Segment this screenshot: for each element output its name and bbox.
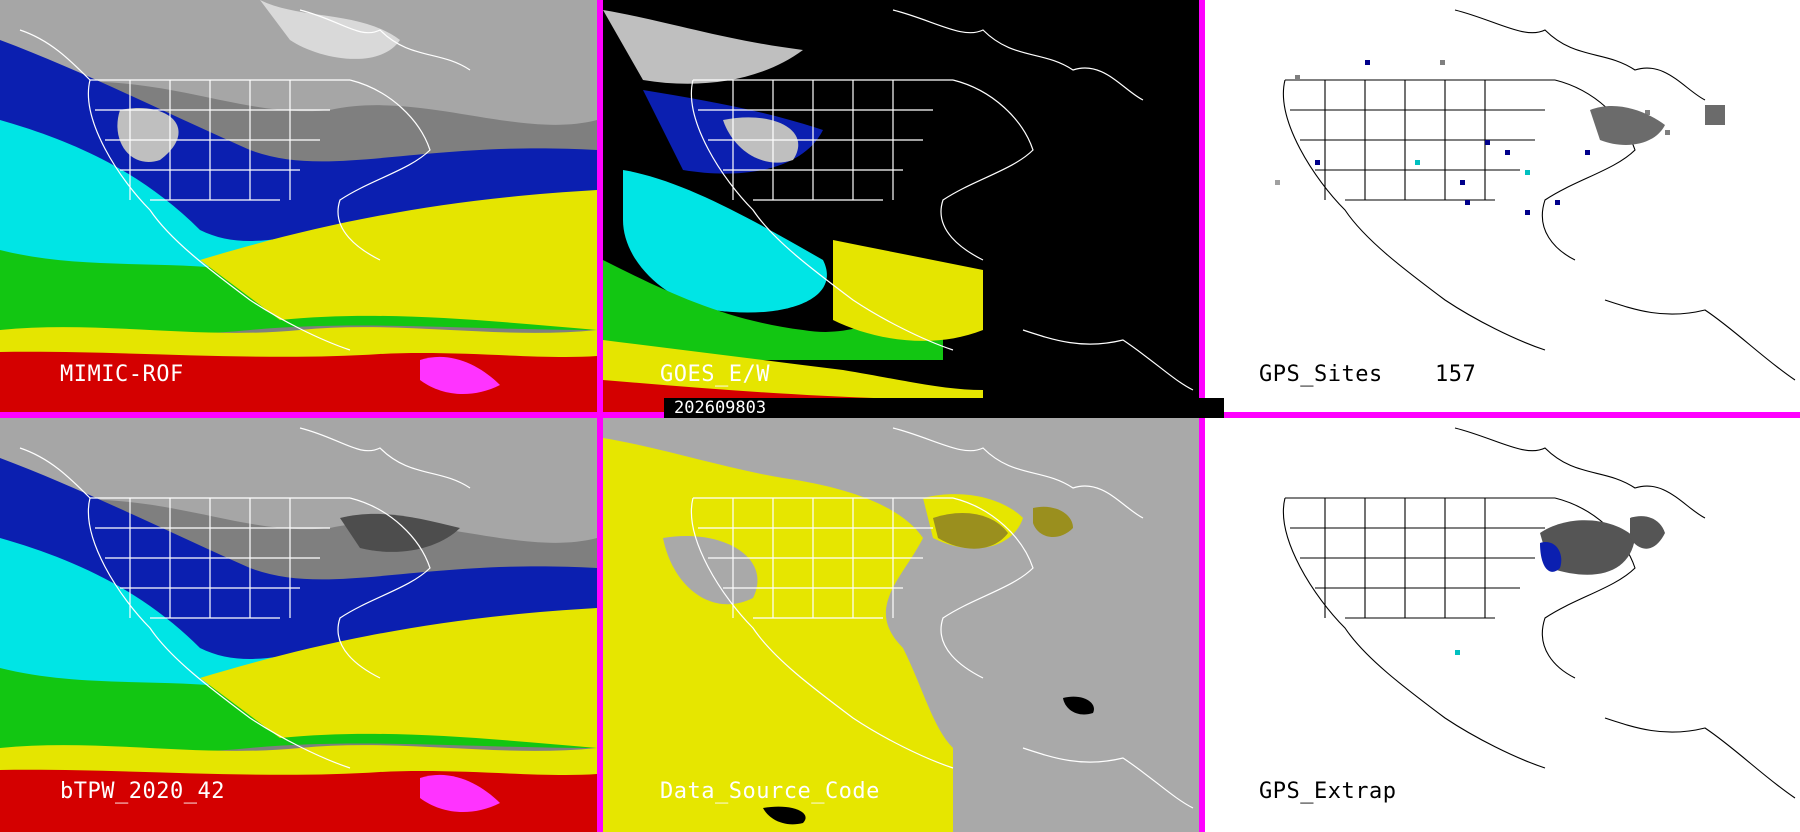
data-source-image: [603, 418, 1199, 832]
timestamp-bar: 202609803: [664, 398, 1224, 418]
panel-title: Data_Source_Code: [660, 779, 880, 804]
panel-data-source-code[interactable]: Data_Source_Code: [603, 418, 1199, 832]
panel-title: MIMIC-ROF: [60, 362, 184, 387]
tpw-field-image: [0, 418, 597, 832]
timestamp: 202609803: [674, 398, 767, 418]
panel-gps-sites[interactable]: GPS_Sites 157: [1205, 0, 1800, 412]
panel-btpw-2020-42[interactable]: bTPW_2020_42: [0, 418, 597, 832]
panel-title: GPS_Extrap: [1259, 779, 1397, 804]
panel-goes-ew[interactable]: GOES_E/W: [603, 0, 1199, 412]
panel-title: GOES_E/W: [660, 362, 770, 387]
gps-extrap-map: [1205, 418, 1800, 832]
goes-field-image: [603, 0, 1199, 412]
gps-site-count: 157: [1435, 362, 1477, 387]
panel-gps-extrap[interactable]: GPS_Extrap: [1205, 418, 1800, 832]
panel-title: GPS_Sites: [1259, 362, 1383, 387]
panel-title: bTPW_2020_42: [60, 779, 225, 804]
tpw-field-image: [0, 0, 597, 412]
gps-sites-map: [1205, 0, 1800, 412]
panel-mimic-rof[interactable]: MIMIC-ROF: [0, 0, 597, 412]
